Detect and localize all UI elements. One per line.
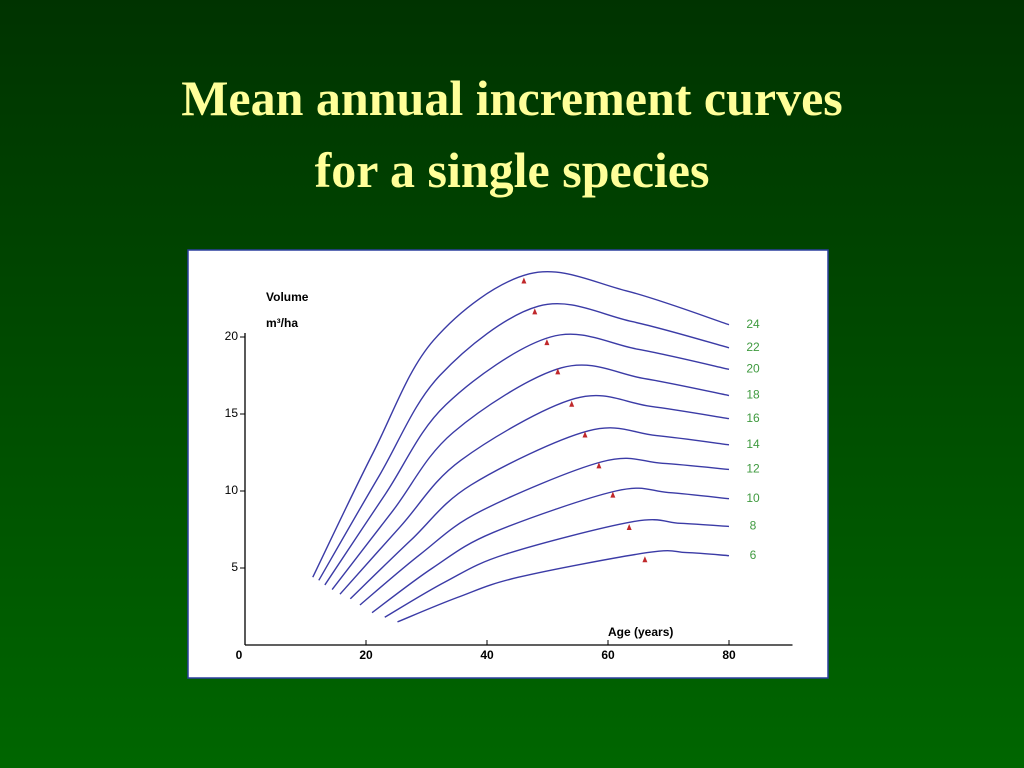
series-label: 18 (746, 388, 760, 402)
series-label: 6 (750, 548, 757, 562)
curve (397, 549, 730, 623)
curve (384, 519, 730, 618)
peak-marker (596, 462, 602, 469)
series-label: 12 (746, 462, 760, 476)
x-tick-label: 40 (480, 648, 494, 662)
series-label: 16 (746, 411, 760, 425)
y-axis-label: m³/ha (266, 316, 298, 330)
peak-marker (610, 491, 616, 498)
peak-marker (521, 277, 527, 284)
peak-marker (642, 556, 648, 563)
y-tick-label: 5 (231, 560, 238, 574)
y-axis-label: Volume (266, 290, 309, 304)
y-tick-label: 10 (225, 483, 239, 497)
peak-marker (532, 308, 538, 315)
peak-marker (569, 400, 575, 407)
x-axis-label: Age (years) (608, 625, 673, 639)
title-line: for a single species (314, 142, 710, 198)
curve (339, 394, 730, 595)
peak-marker (555, 368, 561, 375)
y-tick-label: 15 (225, 406, 239, 420)
title-line: Mean annual increment curves (181, 70, 843, 126)
curve (318, 303, 730, 581)
x-tick-label: 60 (601, 648, 615, 662)
series-label: 14 (746, 437, 760, 451)
series-label: 10 (746, 491, 760, 505)
x-tick-label: 80 (722, 648, 736, 662)
series-label: 24 (746, 317, 760, 331)
curve (371, 487, 730, 614)
peak-marker (582, 431, 588, 438)
peak-marker (544, 339, 550, 346)
series-label: 22 (746, 340, 760, 354)
series-label: 8 (750, 519, 757, 533)
curve (359, 457, 730, 606)
curve (349, 427, 730, 600)
series-label: 20 (746, 362, 760, 376)
curve (331, 364, 730, 590)
slide-title: Mean annual increment curves for a singl… (0, 62, 1024, 206)
curve (312, 270, 730, 578)
peak-marker (626, 523, 632, 530)
y-tick-label: 20 (225, 329, 239, 343)
curve (324, 333, 730, 586)
x-tick-label: 0 (236, 648, 243, 662)
x-tick-label: 20 (359, 648, 373, 662)
